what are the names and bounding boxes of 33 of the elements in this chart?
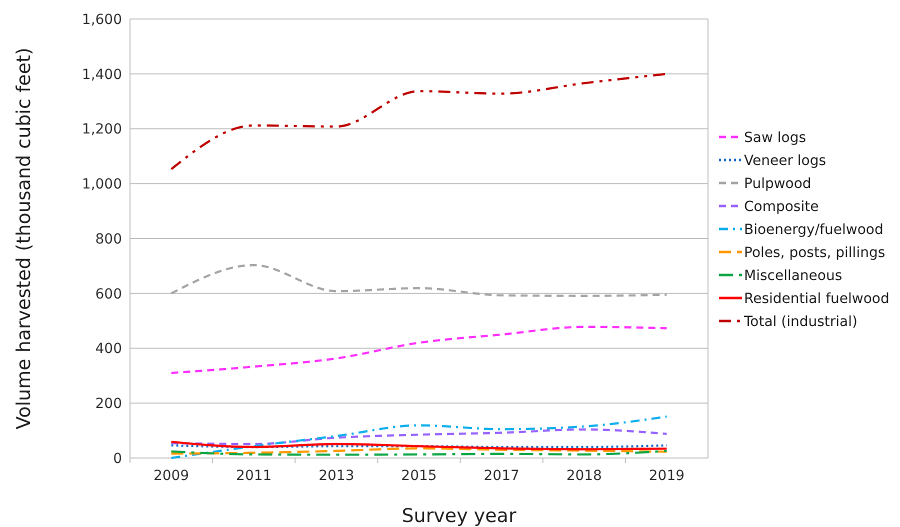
legend-label: Veneer logs [744, 152, 826, 169]
legend-label: Bioenergy/fuelwood [744, 222, 884, 238]
y-tick-label: 0 [113, 450, 122, 467]
line-series [170, 428, 668, 446]
y-tick-label: 1,600 [82, 12, 122, 28]
legend-label: Pulpwood [744, 176, 812, 192]
y-tick-label: 200 [95, 396, 122, 412]
y-tick-label: 1,000 [82, 176, 122, 193]
line-series [170, 415, 668, 460]
legend-label: Saw logs [744, 130, 806, 146]
legend-label: Poles, posts, pillings [744, 244, 886, 261]
line-series [170, 440, 668, 450]
legend-label: Residential fuelwood [744, 290, 890, 307]
y-tick-label: 800 [95, 231, 122, 248]
line-series [170, 326, 668, 374]
x-tick-label: 2019 [648, 468, 685, 484]
legend-label: Miscellaneous [744, 268, 842, 284]
legend-label: Composite [744, 198, 819, 215]
y-tick-label: 400 [95, 341, 122, 358]
line-series [170, 264, 668, 297]
x-tick-label: 2017 [484, 468, 520, 484]
x-tick-label: 2009 [153, 468, 190, 484]
line-series [170, 72, 668, 170]
x-tick-label: 2013 [318, 468, 354, 484]
x-tick-label: 2018 [566, 468, 602, 484]
x-axis-title: Survey year [402, 505, 516, 527]
y-axis-title: Volume harvested (thousand cubic feet) [13, 48, 35, 430]
y-tick-label: 600 [95, 286, 122, 302]
x-tick-label: 2015 [401, 468, 437, 484]
y-tick-label: 1,200 [82, 122, 122, 138]
legend-label: Total (industrial) [743, 314, 858, 330]
y-tick-label: 1,400 [82, 66, 122, 83]
x-tick-label: 2011 [236, 468, 272, 484]
